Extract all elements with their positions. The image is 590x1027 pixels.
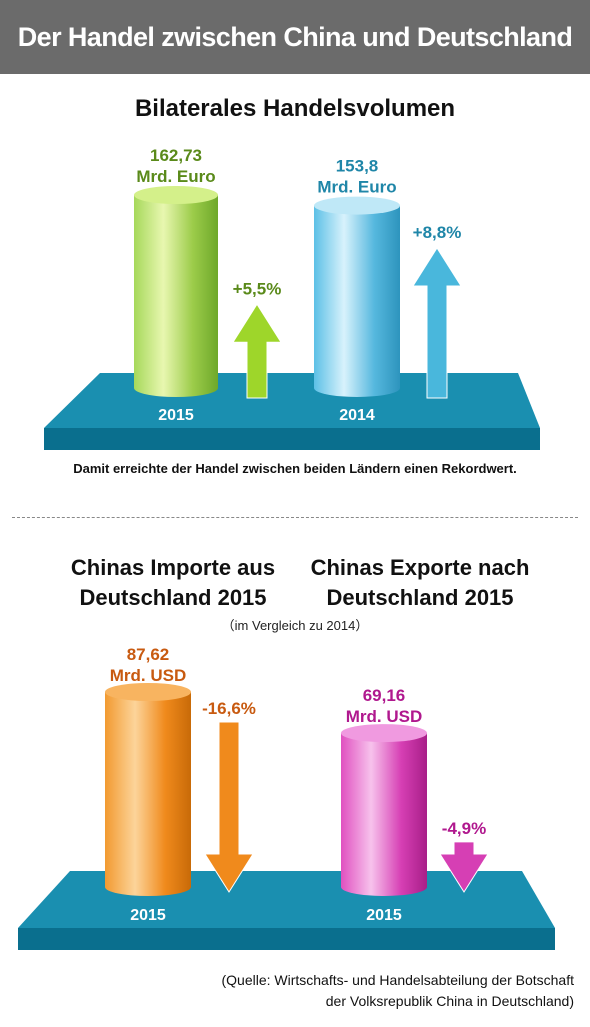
exports-title-line2: Deutschland 2015 [326, 585, 514, 610]
bar-2014-top [314, 196, 400, 215]
category-label: 2014 [339, 407, 375, 424]
chart-imports-exports: 87,62 Mrd. USD -16,6% 2015 69,16 Mrd. USD -4,9… [18, 645, 555, 950]
value-label: 162,73 [150, 146, 202, 165]
platform-top [18, 871, 555, 928]
page-banner: Der Handel zwischen China und Deutschlan… [0, 0, 590, 74]
unit-label: Mrd. Euro [136, 167, 215, 186]
section-divider [12, 517, 578, 518]
exports-title: Chinas Exporte nach Deutschland 2015 [295, 553, 545, 613]
change-arrow-up [412, 247, 462, 399]
unit-label: Mrd. USD [346, 707, 423, 726]
imports-title-line1: Chinas Importe aus [70, 555, 276, 580]
chart1-note: Damit erreichte der Handel zwischen beid… [73, 461, 517, 476]
unit-label: Mrd. USD [110, 666, 187, 685]
category-label: 2015 [366, 907, 402, 924]
exports-title-line1: Chinas Exporte nach [310, 555, 530, 580]
platform-front [18, 928, 555, 950]
change-label: +5,5% [233, 279, 282, 298]
value-label: 69,16 [363, 686, 406, 705]
change-arrow-down [439, 841, 489, 893]
bar-imports [105, 692, 191, 896]
platform-front [44, 428, 540, 450]
change-label: -16,6% [202, 699, 256, 718]
bar-2015-top [134, 186, 218, 204]
bar-exports [341, 733, 427, 896]
comparison-note: （im Vergleich zu 2014） [221, 618, 369, 633]
value-label: 153,8 [336, 157, 379, 176]
imports-title: Chinas Importe aus Deutschland 2015 [48, 553, 298, 613]
value-label: 87,62 [127, 645, 170, 664]
bar-exports-top [341, 724, 427, 743]
category-label: 2015 [130, 907, 166, 924]
bar-2014 [314, 205, 400, 397]
category-label: 2015 [158, 407, 194, 424]
source-line1: (Quelle: Wirtschafts- und Handelsabteilu… [221, 972, 574, 988]
unit-label: Mrd. Euro [317, 178, 396, 197]
bar-imports-top [105, 683, 191, 701]
chart1-title: Bilaterales Handelsvolumen [134, 95, 456, 122]
change-label: -4,9% [442, 819, 486, 838]
platform-top [44, 373, 540, 428]
change-arrow-down [204, 721, 254, 893]
source-line2: der Volksrepublik China in Deutschland) [325, 993, 574, 1009]
change-arrow-up [232, 303, 282, 399]
source-note: (Quelle: Wirtschafts- und Handelsabteilu… [221, 970, 574, 1012]
change-label: +8,8% [413, 223, 462, 242]
bar-2015 [134, 195, 218, 397]
imports-title-line2: Deutschland 2015 [79, 585, 267, 610]
chart-trade-volume: 162,73 Mrd. Euro +5,5% 2015 153,8 Mrd. Euro +8… [44, 146, 540, 450]
